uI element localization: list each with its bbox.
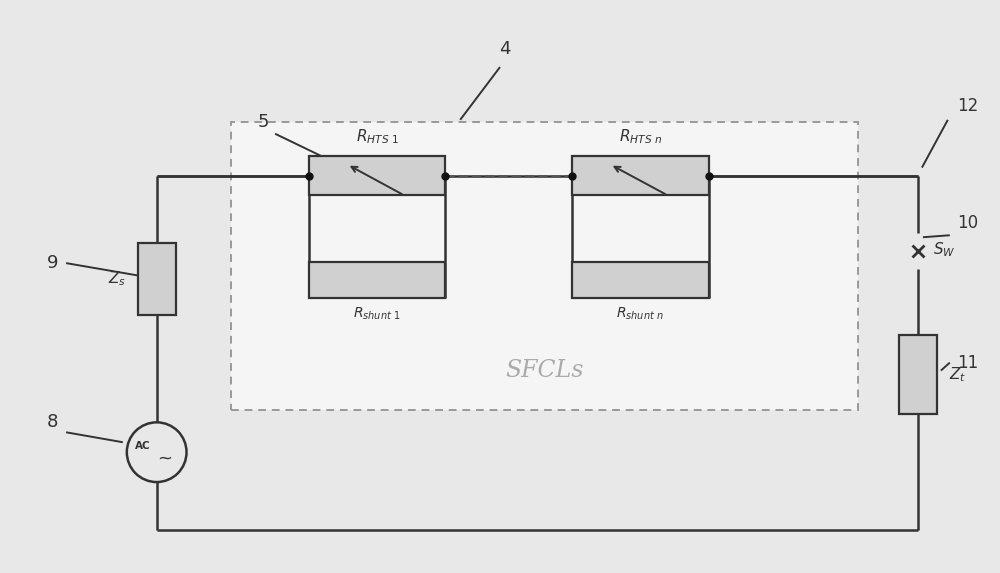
Text: ~: ~	[157, 449, 172, 467]
Text: $R_{shunt\ n}$: $R_{shunt\ n}$	[616, 306, 664, 322]
Text: $R_{shunt\ 1}$: $R_{shunt\ 1}$	[353, 306, 401, 322]
Text: $R_{HTS\ n}$: $R_{HTS\ n}$	[619, 127, 662, 146]
Text: SFCLs: SFCLs	[506, 359, 584, 382]
Text: 12: 12	[957, 97, 978, 115]
Text: 4: 4	[499, 40, 511, 58]
Bar	[138, 243, 176, 315]
Bar	[231, 122, 858, 410]
Bar	[572, 262, 709, 298]
Bar	[309, 156, 445, 195]
Text: $R_{HTS\ 1}$: $R_{HTS\ 1}$	[356, 127, 399, 146]
Text: $Z_s$: $Z_s$	[108, 270, 126, 288]
Text: $Z_t$: $Z_t$	[949, 365, 966, 384]
Bar	[572, 156, 709, 195]
Text: 10: 10	[957, 214, 978, 232]
Bar	[309, 262, 445, 298]
Text: 5: 5	[257, 113, 269, 131]
Bar	[899, 335, 937, 414]
Text: $S_W$: $S_W$	[933, 240, 955, 258]
Text: 11: 11	[957, 354, 978, 372]
Text: AC: AC	[135, 441, 151, 451]
Text: 9: 9	[46, 254, 58, 272]
Text: 8: 8	[46, 413, 58, 431]
